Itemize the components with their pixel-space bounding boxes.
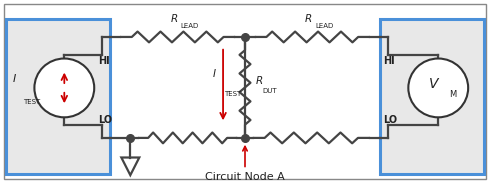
Text: HI: HI bbox=[98, 56, 110, 66]
Text: LO: LO bbox=[98, 115, 112, 125]
Text: LO: LO bbox=[384, 115, 398, 125]
FancyBboxPatch shape bbox=[6, 19, 110, 174]
Text: $I$: $I$ bbox=[212, 67, 217, 79]
Text: LEAD: LEAD bbox=[315, 23, 334, 29]
Text: $R$: $R$ bbox=[304, 12, 313, 24]
Text: $V$: $V$ bbox=[428, 77, 441, 91]
Text: M: M bbox=[449, 90, 457, 99]
Text: LEAD: LEAD bbox=[181, 23, 199, 29]
Text: TEST: TEST bbox=[23, 99, 40, 105]
Circle shape bbox=[34, 58, 94, 117]
Text: $R$: $R$ bbox=[170, 12, 178, 24]
Text: $R$: $R$ bbox=[255, 74, 263, 86]
Text: HI: HI bbox=[384, 56, 395, 66]
Text: DUT: DUT bbox=[262, 88, 276, 94]
Text: Circuit Node A: Circuit Node A bbox=[205, 147, 285, 182]
Circle shape bbox=[408, 58, 468, 117]
FancyBboxPatch shape bbox=[380, 19, 484, 174]
Text: TEST: TEST bbox=[224, 91, 241, 97]
Text: $I$: $I$ bbox=[12, 72, 17, 84]
